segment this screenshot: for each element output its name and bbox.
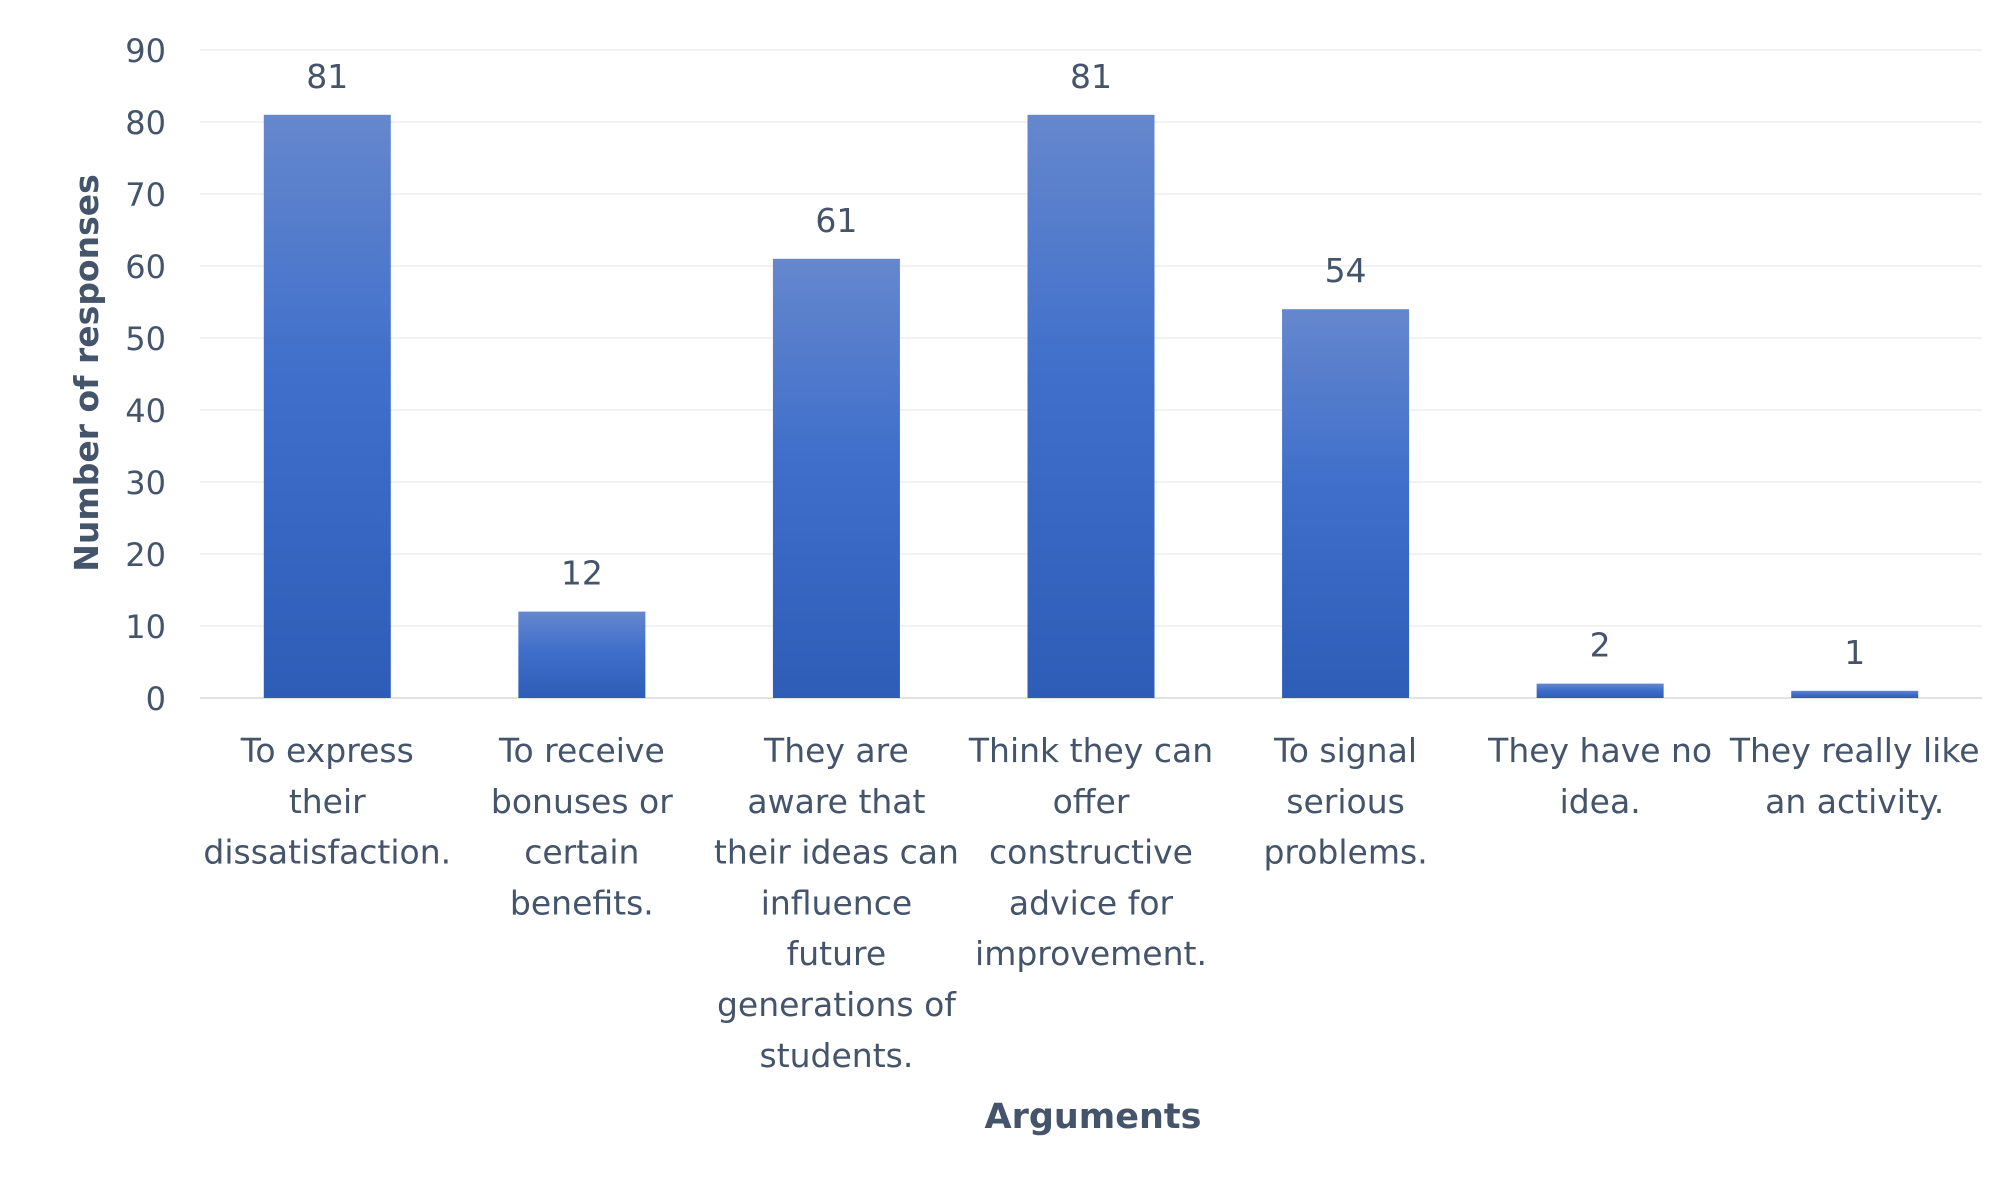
data-label: 81 <box>306 57 348 96</box>
data-label: 1 <box>1844 633 1865 672</box>
bar <box>1791 690 1919 698</box>
data-label: 2 <box>1590 626 1611 665</box>
bars <box>263 114 1919 699</box>
bar <box>1536 683 1664 698</box>
x-tick-label: Think they can offer constructive advice fo… <box>968 731 1213 973</box>
x-tick-label: To express their dissatisfaction. <box>203 731 451 872</box>
y-tick-label: 0 <box>146 680 166 718</box>
x-axis-categories: To express their dissatisfaction. To receiv… <box>203 731 1979 1075</box>
y-tick-label: 10 <box>125 608 166 646</box>
data-label: 61 <box>815 201 857 240</box>
x-tick-label: To signal serious problems. <box>1263 731 1427 872</box>
y-tick-label: 20 <box>125 536 166 574</box>
data-label: 54 <box>1325 251 1367 290</box>
y-tick-label: 30 <box>125 464 166 502</box>
y-axis-title: Number of responses <box>67 174 106 572</box>
bar <box>1027 114 1155 699</box>
bar <box>263 114 391 699</box>
y-tick-label: 70 <box>125 176 166 214</box>
x-tick-label: To receive bonuses or certain benefits. <box>491 731 673 922</box>
y-tick-label: 90 <box>125 32 166 70</box>
data-labels: 81 12 61 81 54 2 1 <box>306 57 1865 672</box>
y-tick-label: 40 <box>125 392 166 430</box>
bar <box>772 258 900 698</box>
y-tick-label: 80 <box>125 104 166 142</box>
x-tick-label: They are aware that their ideas can influen… <box>714 731 959 1075</box>
x-tick-label: They have no idea. <box>1487 731 1712 821</box>
y-tick-label: 60 <box>125 248 166 286</box>
y-tick-label: 50 <box>125 320 166 358</box>
x-axis-title: Arguments <box>984 1097 1201 1137</box>
bar <box>1282 309 1410 698</box>
x-tick-label: They really like an activity. <box>1729 731 1980 821</box>
bar <box>518 611 646 698</box>
y-axis-ticks: 0 10 20 30 40 50 60 70 80 90 <box>125 32 166 718</box>
data-label: 81 <box>1070 57 1112 96</box>
data-label: 12 <box>561 554 603 593</box>
